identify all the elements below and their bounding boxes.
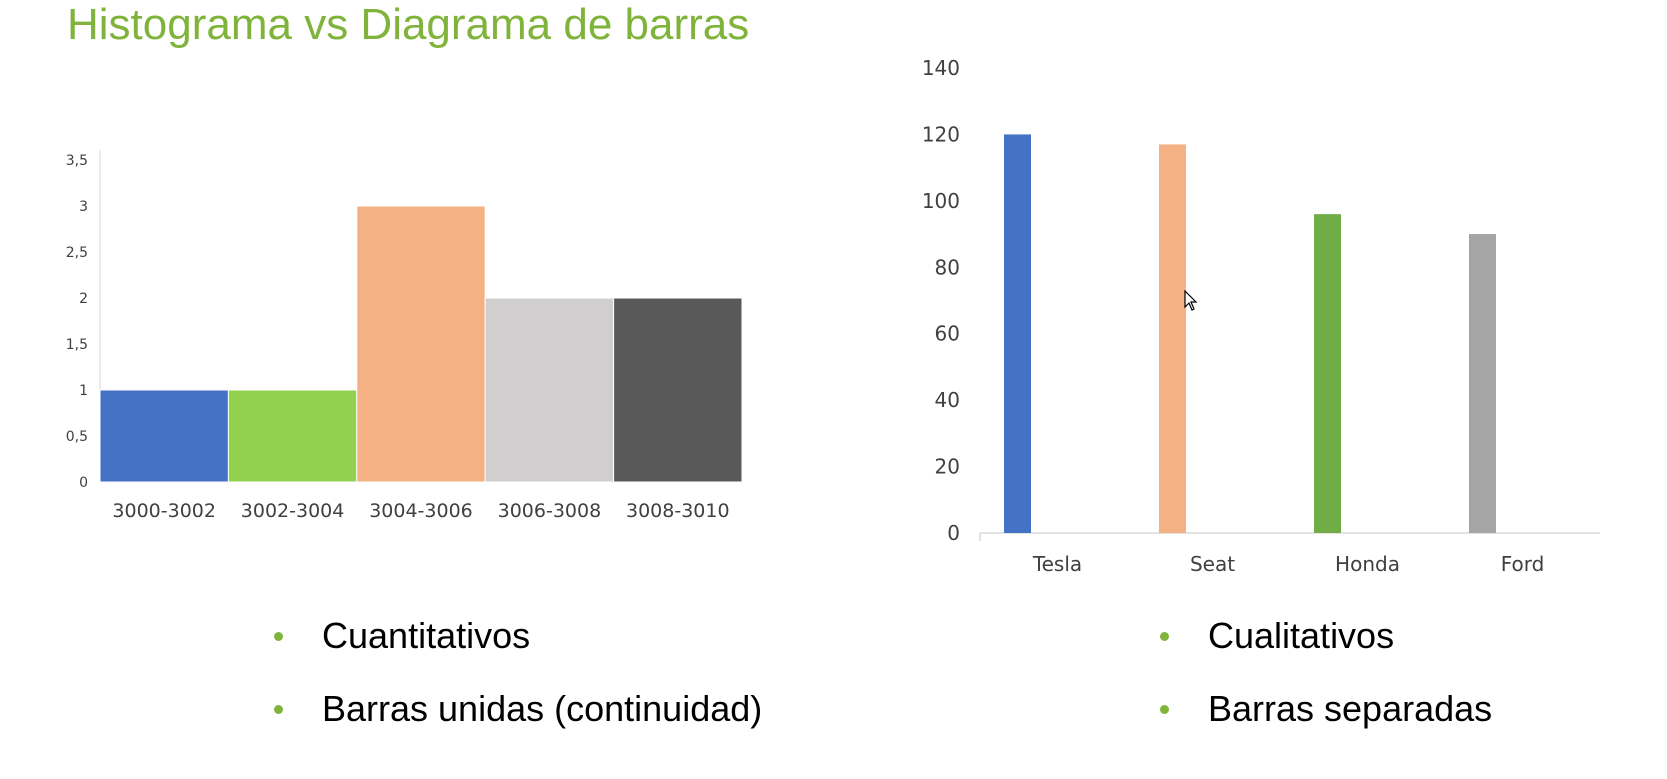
bar [1004, 134, 1031, 533]
bullet-item: Barras unidas (continuidad) [274, 689, 762, 729]
histogram-bar [227, 389, 358, 483]
x-category-label: 3002-3004 [241, 500, 345, 522]
y-tick-label: 3,5 [66, 153, 88, 169]
x-category-label: Ford [1501, 552, 1545, 576]
bullet-text: Barras separadas [1208, 688, 1493, 729]
bullet-item: Cualitativos [1160, 616, 1492, 656]
y-tick-label: 140 [922, 56, 960, 80]
histogram-bar [484, 297, 615, 483]
bar [1469, 234, 1496, 534]
bullet-dot-icon [1160, 705, 1169, 714]
y-tick-label: 40 [935, 388, 960, 412]
y-tick-label: 2,5 [66, 245, 88, 261]
y-tick-label: 80 [935, 255, 960, 279]
bullet-dot-icon [274, 705, 283, 714]
y-tick-label: 0 [79, 475, 88, 491]
bullet-dot-icon [274, 632, 283, 641]
x-category-label: Seat [1190, 552, 1235, 576]
histogram-bar [99, 389, 229, 483]
y-tick-label: 20 [935, 455, 960, 479]
x-category-label: 3000-3002 [112, 500, 216, 522]
y-tick-label: 0 [947, 521, 960, 545]
mouse-cursor-icon [1184, 290, 1198, 311]
x-category-label: 3008-3010 [626, 500, 730, 522]
x-category-label: 3004-3006 [369, 500, 473, 522]
bullet-item: Cuantitativos [274, 616, 762, 656]
bullet-item: Barras separadas [1160, 689, 1492, 729]
histogram-bar [356, 205, 486, 483]
y-tick-label: 3 [79, 199, 88, 215]
bullet-dot-icon [1160, 632, 1169, 641]
slide-title: Histograma vs Diagrama de barras [67, 0, 750, 49]
right-bullet-list: Cualitativos Barras separadas [1160, 616, 1492, 762]
y-tick-label: 2 [79, 291, 88, 307]
histogram-chart: 0 0,5 1 1,5 2 2,5 3 3,5 3000-3002 3002-3004 3004-3… [66, 150, 743, 522]
y-tick-label: 1,5 [66, 337, 88, 353]
left-bullet-list: Cuantitativos Barras unidas (continuidad… [274, 616, 762, 762]
y-tick-label: 60 [935, 322, 960, 346]
x-category-label: 3006-3008 [498, 500, 602, 522]
bullet-text: Cuantitativos [322, 615, 531, 656]
y-tick-label: 120 [922, 122, 960, 146]
y-tick-label: 1 [79, 383, 88, 399]
bar-chart: 0 20 40 60 80 100 120 140 Tesla Seat Honda Ford [922, 56, 1600, 576]
bullet-text: Cualitativos [1208, 615, 1395, 656]
bar [1159, 144, 1186, 533]
x-category-label: Tesla [1032, 552, 1082, 576]
bar [1314, 214, 1341, 533]
x-category-label: Honda [1335, 552, 1400, 576]
y-tick-label: 0,5 [66, 429, 88, 445]
y-tick-label: 100 [922, 189, 960, 213]
histogram-bar [613, 297, 743, 483]
bullet-text: Barras unidas (continuidad) [322, 688, 763, 729]
